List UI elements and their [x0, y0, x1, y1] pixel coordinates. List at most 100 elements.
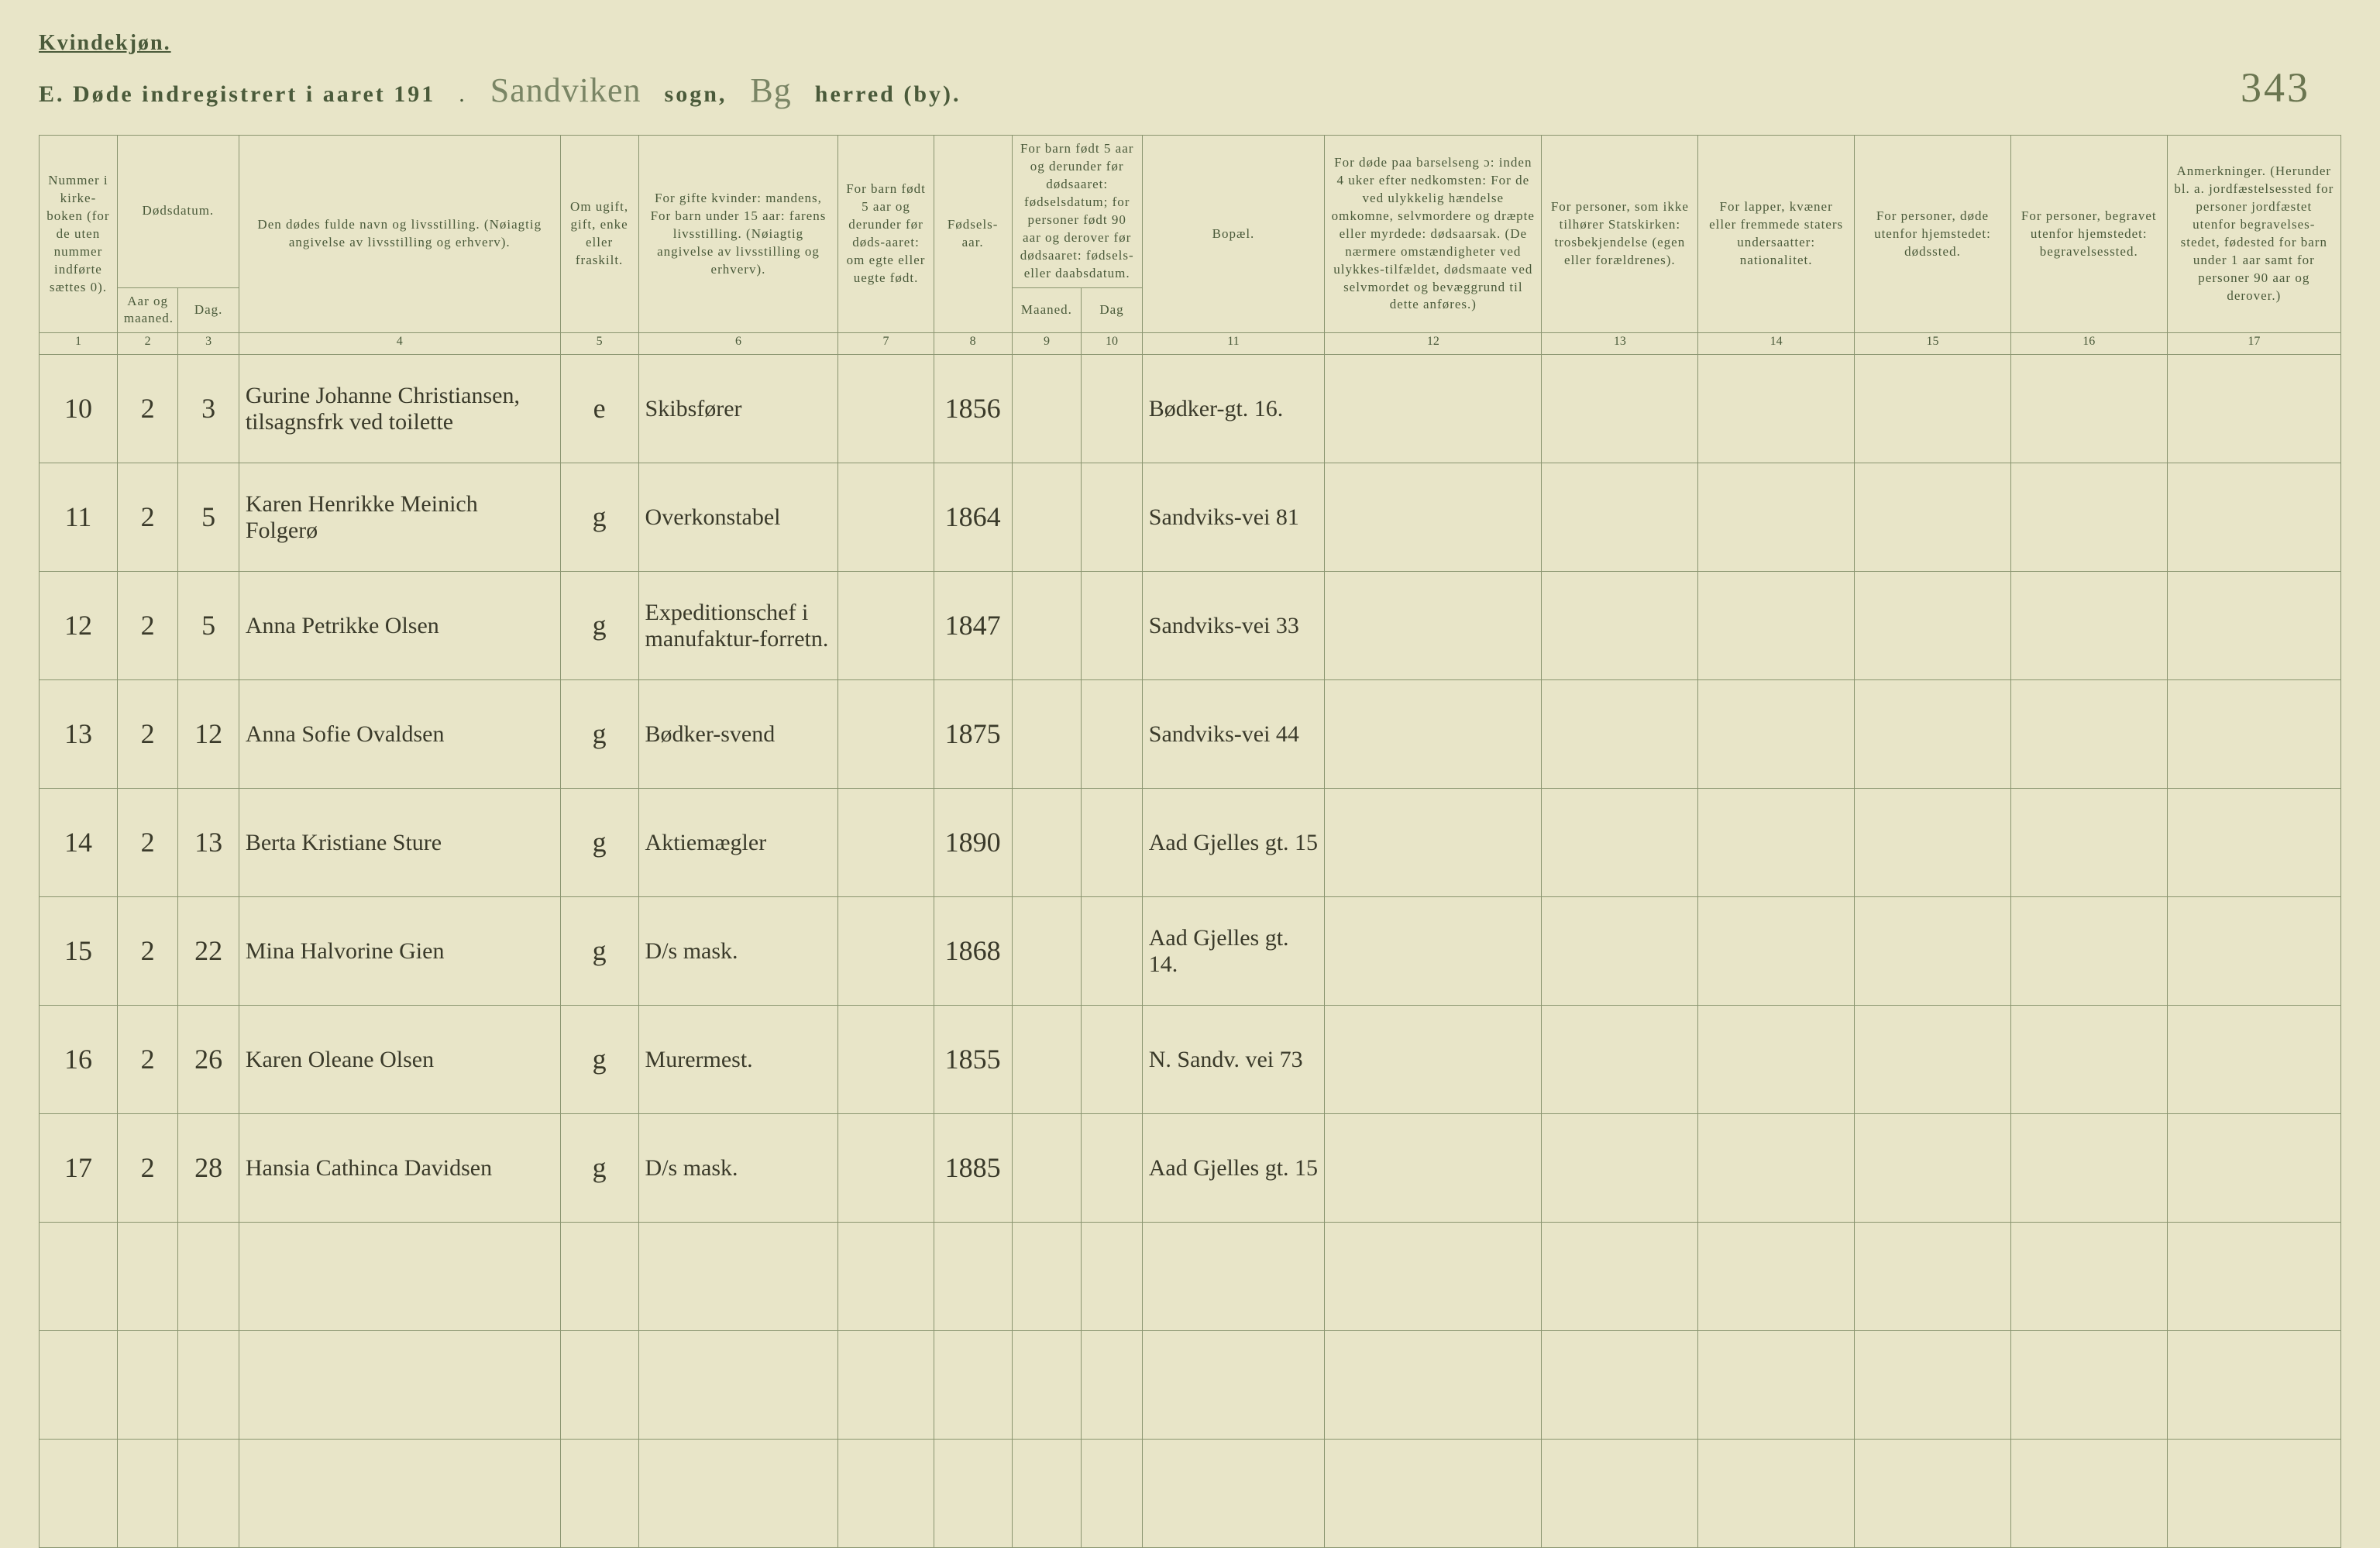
remarks — [2167, 1006, 2340, 1114]
death-day: 5 — [178, 463, 239, 572]
table-row-blank — [40, 1331, 2341, 1440]
table-row: 1023Gurine Johanne Christiansen, tilsagn… — [40, 355, 2341, 463]
blank-cell — [178, 1223, 239, 1331]
faith — [1542, 572, 1698, 680]
entry-number: 16 — [40, 1006, 118, 1114]
blank-cell — [638, 1440, 838, 1548]
death-place — [1855, 1114, 2011, 1223]
birth-month — [1012, 355, 1082, 463]
cause-of-death — [1325, 355, 1542, 463]
faith — [1542, 1114, 1698, 1223]
colnum: 17 — [2167, 333, 2340, 355]
birth-year: 1864 — [934, 463, 1012, 572]
blank-cell — [1082, 1331, 1142, 1440]
cause-of-death — [1325, 463, 1542, 572]
blank-cell — [1855, 1440, 2011, 1548]
cause-of-death — [1325, 1114, 1542, 1223]
birth-month — [1012, 1114, 1082, 1223]
header-col-12: For døde paa barselseng ɔ: inden 4 uker … — [1325, 136, 1542, 333]
blank-cell — [1698, 1223, 1855, 1331]
blank-cell — [1325, 1331, 1542, 1440]
residence: Aad Gjelles gt. 15 — [1142, 789, 1324, 897]
label-herred: herred (by). — [815, 81, 961, 108]
burial-place — [2010, 1006, 2167, 1114]
birth-day — [1082, 680, 1142, 789]
remarks — [2167, 789, 2340, 897]
cause-of-death — [1325, 1006, 1542, 1114]
birth-month — [1012, 789, 1082, 897]
birth-day — [1082, 572, 1142, 680]
marital-status: g — [560, 1114, 638, 1223]
title-dot: . — [459, 81, 467, 108]
nationality — [1698, 355, 1855, 463]
remarks — [2167, 897, 2340, 1006]
header-col-8: Fødsels-aar. — [934, 136, 1012, 333]
death-day: 22 — [178, 897, 239, 1006]
blank-cell — [239, 1440, 560, 1548]
legitimacy — [838, 463, 934, 572]
table-header: Nummer i kirke-boken (for de uten nummer… — [40, 136, 2341, 355]
name-occupation: Anna Petrikke Olsen — [239, 572, 560, 680]
death-register-table: Nummer i kirke-boken (for de uten nummer… — [39, 135, 2341, 1548]
header-col-9: Maaned. — [1012, 287, 1082, 333]
name-occupation: Gurine Johanne Christiansen, tilsagnsfrk… — [239, 355, 560, 463]
table-body: 1023Gurine Johanne Christiansen, tilsagn… — [40, 355, 2341, 1548]
legitimacy — [838, 355, 934, 463]
legitimacy — [838, 1006, 934, 1114]
blank-cell — [638, 1331, 838, 1440]
blank-cell — [239, 1223, 560, 1331]
blank-cell — [1855, 1331, 2011, 1440]
cause-of-death — [1325, 789, 1542, 897]
blank-cell — [1542, 1331, 1698, 1440]
death-place — [1855, 680, 2011, 789]
entry-number: 13 — [40, 680, 118, 789]
header-col-13: For personer, som ikke tilhører Statskir… — [1542, 136, 1698, 333]
header-col-6: For gifte kvinder: mandens, For barn und… — [638, 136, 838, 333]
cause-of-death — [1325, 897, 1542, 1006]
header-col-5: Om ugift, gift, enke eller fraskilt. — [560, 136, 638, 333]
death-place — [1855, 1006, 2011, 1114]
burial-place — [2010, 897, 2167, 1006]
nationality — [1698, 897, 1855, 1006]
nationality — [1698, 572, 1855, 680]
blank-cell — [560, 1223, 638, 1331]
blank-cell — [178, 1440, 239, 1548]
death-month: 2 — [117, 463, 177, 572]
form-title-row: E. Døde indregistrert i aaret 191 . Sand… — [39, 64, 2341, 112]
residence: Aad Gjelles gt. 15 — [1142, 1114, 1324, 1223]
faith — [1542, 463, 1698, 572]
colnum: 9 — [1012, 333, 1082, 355]
marital-status: g — [560, 1006, 638, 1114]
birth-month — [1012, 572, 1082, 680]
nationality — [1698, 463, 1855, 572]
name-occupation: Berta Kristiane Sture — [239, 789, 560, 897]
header-col-11: Bopæl. — [1142, 136, 1324, 333]
header-col-3: Dag. — [178, 287, 239, 333]
blank-cell — [239, 1331, 560, 1440]
death-day: 13 — [178, 789, 239, 897]
death-month: 2 — [117, 572, 177, 680]
birth-year: 1856 — [934, 355, 1012, 463]
table-row: 16226Karen Oleane OlsengMurermest.1855N.… — [40, 1006, 2341, 1114]
marital-status: g — [560, 680, 638, 789]
header-col-17: Anmerkninger. (Herunder bl. a. jordfæste… — [2167, 136, 2340, 333]
blank-cell — [934, 1223, 1012, 1331]
entry-number: 17 — [40, 1114, 118, 1223]
blank-cell — [638, 1223, 838, 1331]
death-place — [1855, 572, 2011, 680]
legitimacy — [838, 1114, 934, 1223]
colnum: 16 — [2010, 333, 2167, 355]
death-month: 2 — [117, 1114, 177, 1223]
blank-cell — [1698, 1440, 1855, 1548]
colnum: 14 — [1698, 333, 1855, 355]
remarks — [2167, 355, 2340, 463]
table-row: 14213Berta Kristiane SturegAktiemægler18… — [40, 789, 2341, 897]
table-row-blank — [40, 1440, 2341, 1548]
blank-cell — [1325, 1440, 1542, 1548]
death-place — [1855, 789, 2011, 897]
residence: Sandviks-vei 44 — [1142, 680, 1324, 789]
colnum: 4 — [239, 333, 560, 355]
residence: Aad Gjelles gt. 14. — [1142, 897, 1324, 1006]
nationality — [1698, 1114, 1855, 1223]
legitimacy — [838, 572, 934, 680]
